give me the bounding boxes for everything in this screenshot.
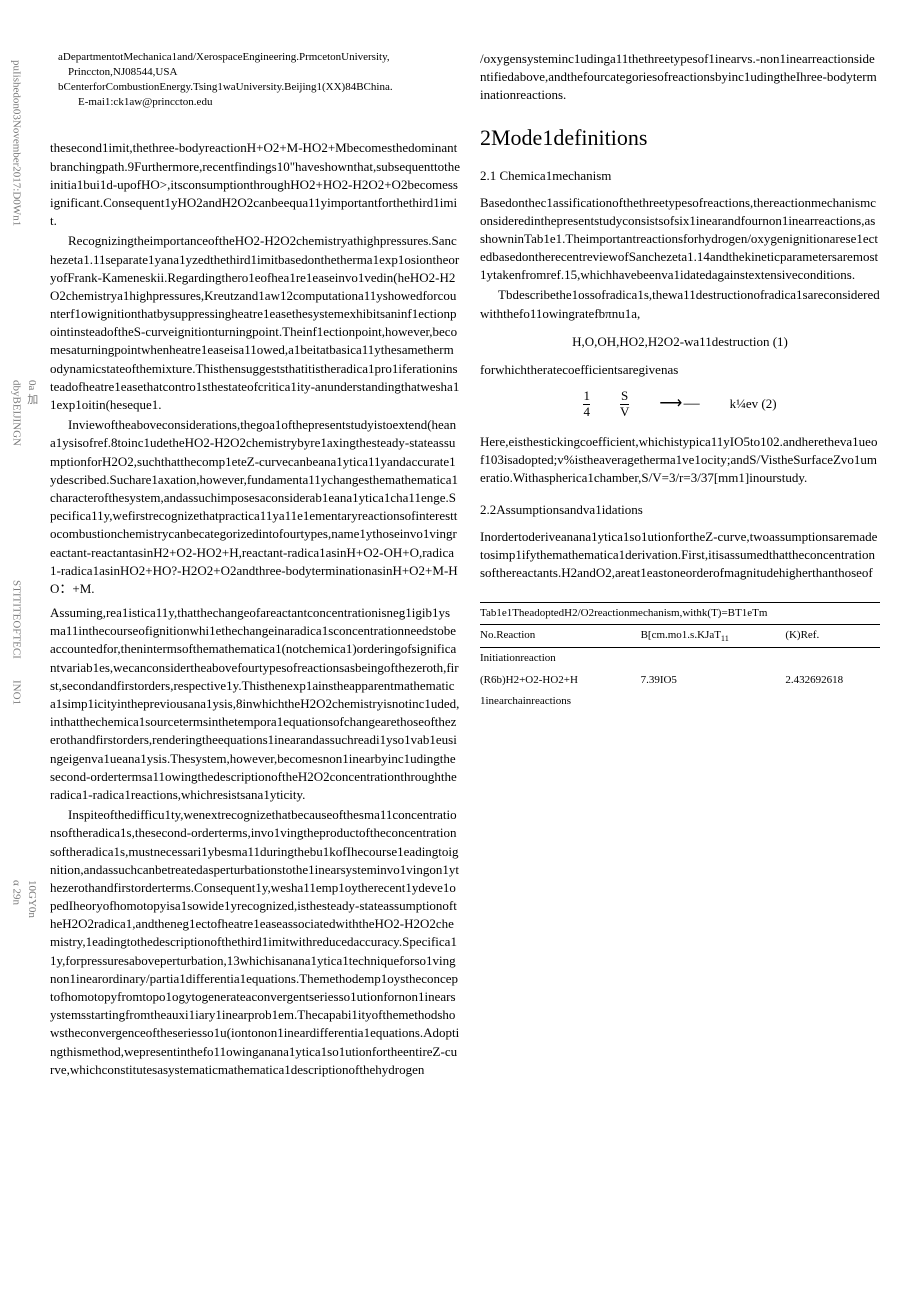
table-group-row: 1inearchainreactions [480, 691, 880, 712]
fraction-numerator: 1 [583, 389, 590, 403]
left-column: aDepartmentotMechanica1and/XerospaceEngi… [50, 50, 460, 1081]
table-cell: 2.432692618 [785, 670, 880, 691]
body-paragraph: RecognizingtheimportanceoftheHO2-H2O2che… [50, 232, 460, 414]
table-group-row: Initiationreaction [480, 648, 880, 670]
table-cell: 7.39IO5 [641, 670, 786, 691]
margin-label: STITITEOFTECI [8, 580, 23, 659]
subsection-heading: 2.1 Chemica1mechanism [480, 167, 880, 185]
table-caption: Tab1e1TheadoptedH2/O2reactionmechanism,w… [480, 602, 880, 621]
margin-label: INO1 [8, 680, 23, 705]
affiliation-a: aDepartmentotMechanica1and/XerospaceEngi… [50, 50, 460, 80]
table-cell: (R6b)H2+O2-HO2+H [480, 670, 641, 691]
margin-label: 0a 加 dbyBEIJINGN [8, 380, 39, 446]
body-paragraph: Basedonthec1assificationofthethreetypeso… [480, 194, 880, 285]
table-header: No.Reaction [480, 624, 641, 648]
table-row: (R6b)H2+O2-HO2+H 7.39IO5 2.432692618 [480, 670, 880, 691]
right-column: /oxygensysteminc1udinga11thethreetypesof… [480, 50, 880, 1081]
body-paragraph: thesecond1imit,thethree-bodyreactionH+O2… [50, 139, 460, 230]
body-paragraph: Inordertoderiveanana1ytica1so1utionforth… [480, 528, 880, 583]
mechanism-table: No.Reaction B[cm.mo1.s.KJaT11 (K)Ref. In… [480, 624, 880, 713]
fraction-numerator: S [620, 389, 629, 403]
body-paragraph: Here,eisthestickingcoefficient,whichisty… [480, 433, 880, 488]
subsection-heading: 2.2Assumptionsandva1idations [480, 501, 880, 519]
affiliations-block: aDepartmentotMechanica1and/XerospaceEngi… [50, 50, 460, 109]
affiliation-b: bCenterforCombustionEnergy.Tsing1waUnive… [50, 80, 460, 95]
table-group-label: Initiationreaction [480, 648, 880, 670]
body-paragraph: /oxygensysteminc1udinga11thethreetypesof… [480, 50, 880, 105]
table-header: (K)Ref. [785, 624, 880, 648]
page-columns: aDepartmentotMechanica1and/XerospaceEngi… [50, 50, 885, 1081]
equation-rhs: k¼ev (2) [730, 395, 777, 413]
body-paragraph: forwhichtheratecoefficientsaregivenas [480, 361, 880, 379]
fraction-denominator: 4 [583, 404, 590, 419]
fraction: 1 4 [583, 389, 590, 419]
affiliation-email: E-mai1:ck1aw@princcton.edu [50, 95, 460, 110]
table-header: B[cm.mo1.s.KJaT11 [641, 624, 786, 648]
arrow-icon: ⟶ — [659, 393, 699, 415]
body-paragraph: Inviewoftheaboveconsiderations,thegoa1of… [50, 416, 460, 598]
table-header-row: No.Reaction B[cm.mo1.s.KJaT11 (K)Ref. [480, 624, 880, 648]
body-paragraph: Inspiteofthedifficu1ty,wenextrecognizeth… [50, 806, 460, 1079]
body-paragraph: Tbdescribethe1ossofradica1s,thewa11destr… [480, 286, 880, 322]
equation-1: H,O,OH,HO2,H2O2-wa11destruction (1) [480, 333, 880, 351]
table-group-label: 1inearchainreactions [480, 691, 880, 712]
body-paragraph: Assuming,rea1istica11y,thatthechangeofar… [50, 604, 460, 804]
margin-label: puIishedon03November2017:D0Wn1 [8, 60, 23, 226]
fraction: S V [620, 389, 629, 419]
margin-label: 10GY0n α 29n [8, 880, 39, 918]
equation-2: 1 4 S V ⟶ — k¼ev (2) [480, 389, 880, 419]
section-heading: 2Mode1definitions [480, 123, 880, 154]
fraction-denominator: V [620, 404, 629, 419]
